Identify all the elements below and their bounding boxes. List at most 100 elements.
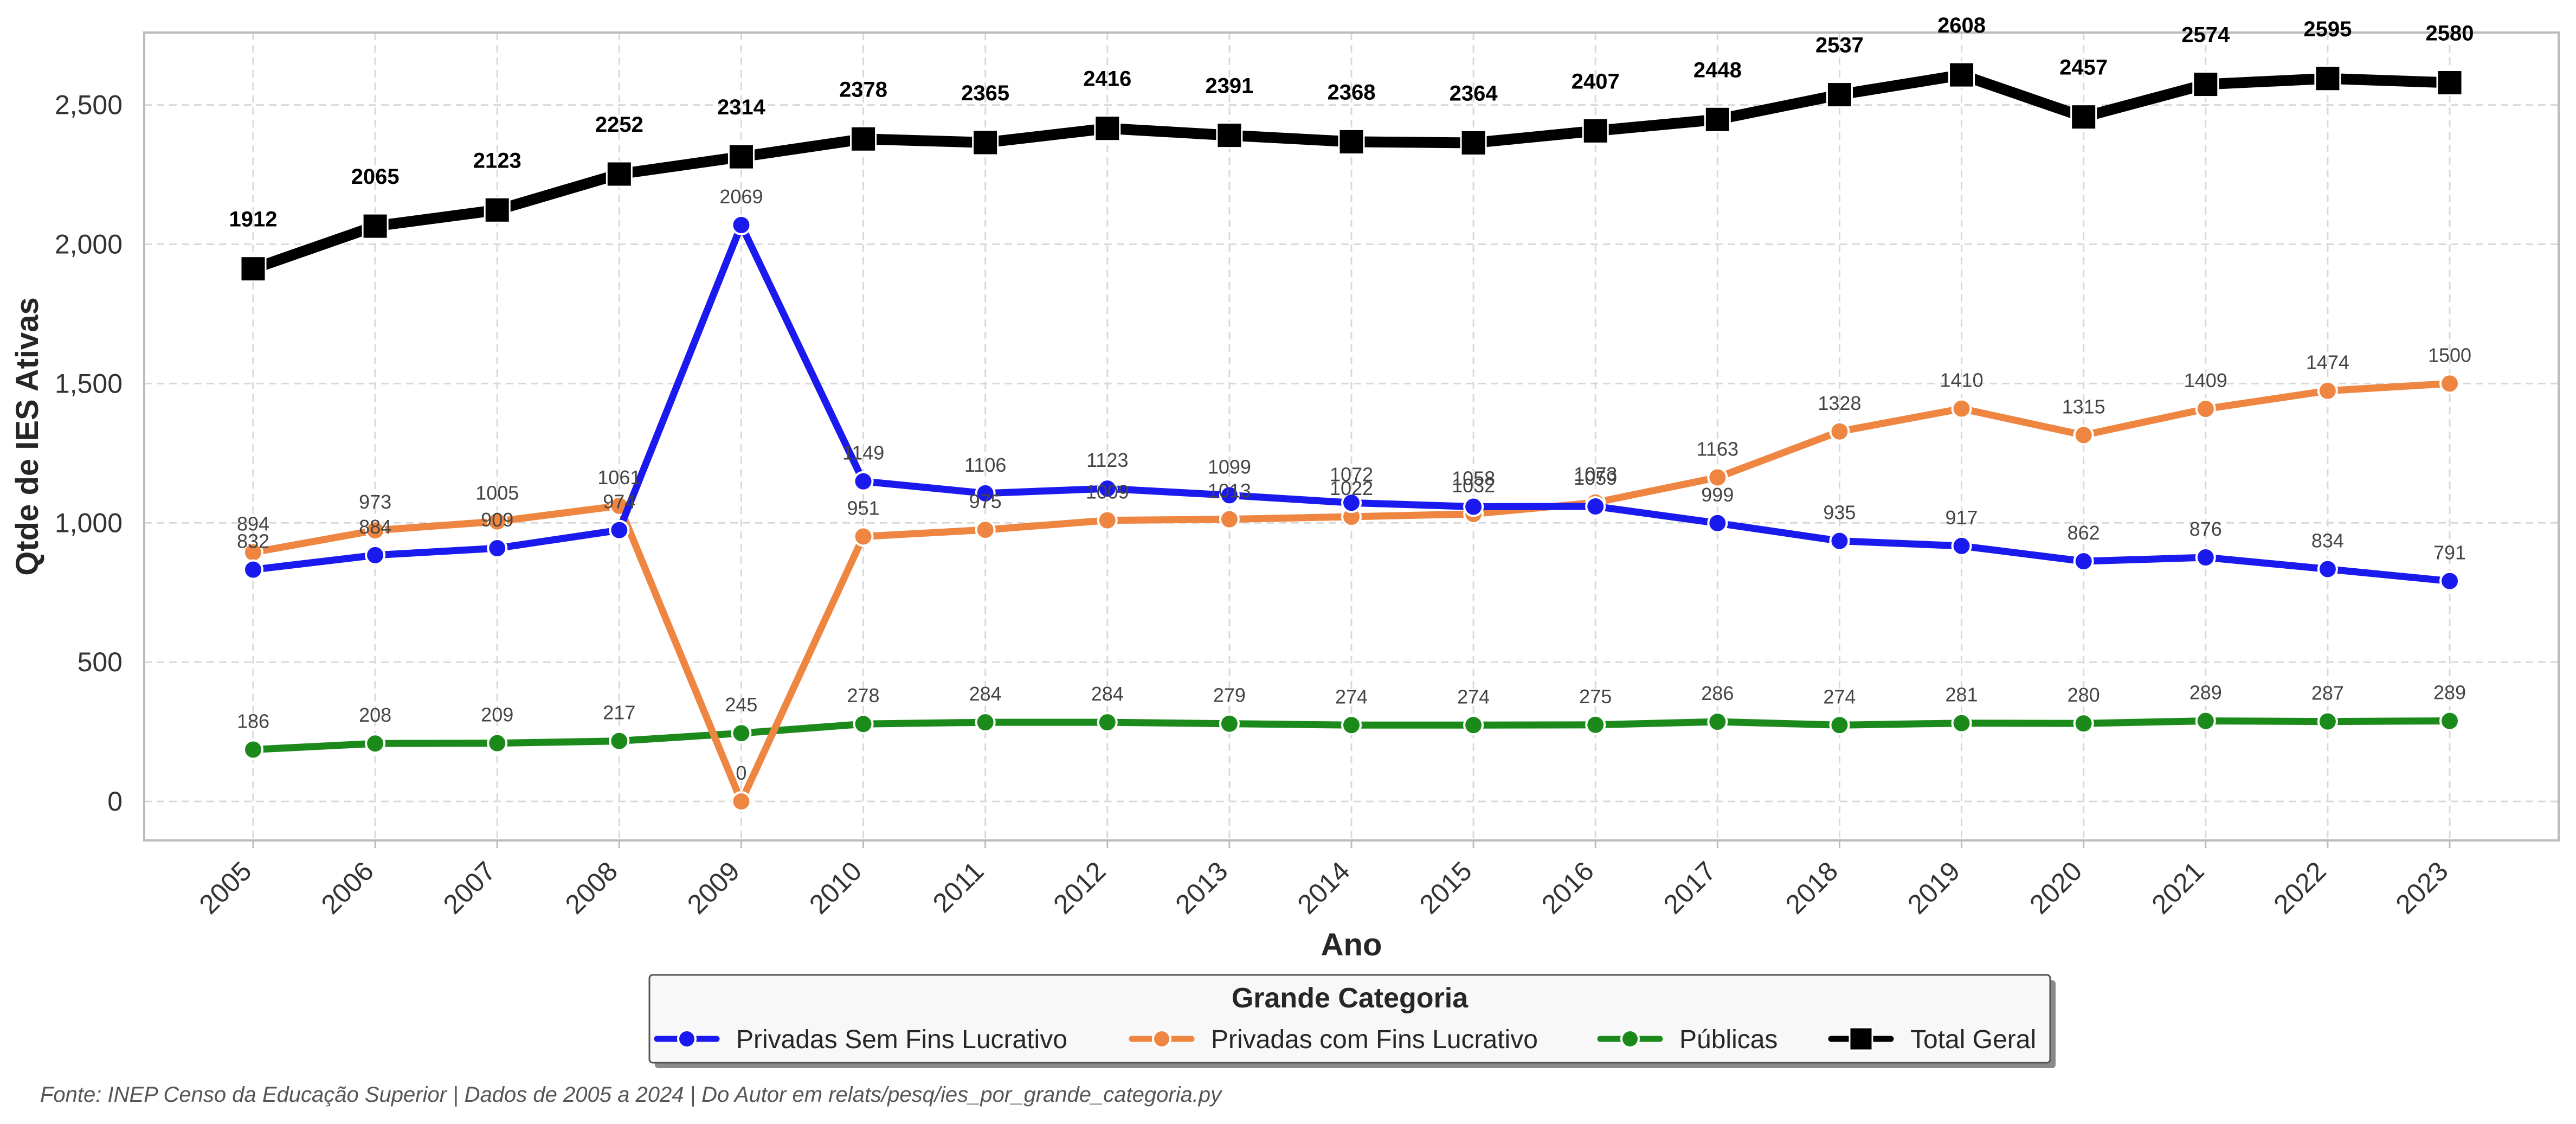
series-2-marker-2017 bbox=[1708, 712, 1727, 731]
x-tick-label-2018: 2018 bbox=[1780, 856, 1844, 920]
series-3-marker-2018 bbox=[1827, 82, 1852, 107]
series-2-marker-2006 bbox=[366, 734, 384, 753]
series-0-marker-2009 bbox=[732, 216, 750, 234]
series-2-value-label-2010: 278 bbox=[847, 684, 880, 706]
series-0-value-label-2012: 1123 bbox=[1086, 449, 1128, 471]
x-tick-label-2023: 2023 bbox=[2390, 856, 2454, 920]
series-2-marker-2015 bbox=[1464, 716, 1483, 734]
series-3-marker-2019 bbox=[1949, 62, 1974, 87]
series-0-value-label-2007: 909 bbox=[481, 509, 513, 531]
series-2-marker-2013 bbox=[1220, 715, 1239, 733]
series-2-value-label-2009: 245 bbox=[725, 693, 757, 716]
series-3-value-label-2007: 2123 bbox=[473, 149, 521, 172]
y-tick-label-0: 0 bbox=[107, 786, 123, 817]
series-3-value-label-2019: 2608 bbox=[1937, 14, 1986, 37]
series-2-marker-2020 bbox=[2075, 714, 2093, 733]
series-2-marker-2007 bbox=[488, 734, 506, 753]
legend-swatch-marker-1 bbox=[1153, 1030, 1170, 1048]
series-3-marker-2011 bbox=[973, 130, 998, 155]
x-tick-label-2014: 2014 bbox=[1292, 856, 1356, 920]
series-1-value-label-2020: 1315 bbox=[2062, 395, 2105, 418]
series-1-value-label-2018: 1328 bbox=[1818, 392, 1861, 414]
series-1-value-label-2023: 1500 bbox=[2428, 344, 2471, 366]
legend-title: Grande Categoria bbox=[1232, 982, 1469, 1014]
series-3-marker-2022 bbox=[2315, 66, 2340, 91]
legend: Grande Categoria Privadas Sem Fins Lucra… bbox=[649, 975, 2056, 1068]
series-0-value-label-2023: 791 bbox=[2433, 542, 2466, 564]
series-3-value-label-2014: 2368 bbox=[1328, 80, 1376, 104]
series-1-marker-2020 bbox=[2075, 426, 2093, 444]
y-axis-title: Qtde de IES Ativas bbox=[10, 297, 45, 576]
x-tick-label-2011: 2011 bbox=[927, 856, 990, 919]
series-0-marker-2022 bbox=[2319, 560, 2337, 579]
series-2-marker-2016 bbox=[1586, 716, 1605, 734]
legend-swatch-marker-2 bbox=[1621, 1030, 1639, 1048]
series-0-marker-2006 bbox=[366, 546, 384, 564]
series-0-line bbox=[253, 225, 2450, 581]
series-2-value-label-2016: 275 bbox=[1579, 685, 1612, 708]
series-1-value-label-2006: 973 bbox=[359, 491, 391, 513]
y-tick-label-1500: 1,500 bbox=[55, 368, 123, 399]
series-3-value-label-2005: 1912 bbox=[229, 208, 278, 232]
series-0-value-label-2020: 862 bbox=[2068, 522, 2100, 544]
series-2-marker-2008 bbox=[610, 732, 628, 750]
series-2-value-label-2018: 274 bbox=[1823, 685, 1856, 708]
series-0-marker-2015 bbox=[1464, 497, 1483, 516]
series-2-value-label-2022: 287 bbox=[2311, 682, 2344, 704]
x-tick-label-2021: 2021 bbox=[2146, 856, 2210, 920]
x-tick-label-2016: 2016 bbox=[1536, 856, 1600, 920]
legend-label-2: Públicas bbox=[1679, 1025, 1778, 1054]
series-0-value-label-2022: 834 bbox=[2311, 530, 2344, 552]
series-2-value-label-2021: 289 bbox=[2189, 682, 2222, 704]
x-tick-label-2008: 2008 bbox=[559, 856, 623, 920]
series-3-marker-2006 bbox=[363, 214, 388, 239]
series-1-marker-2019 bbox=[1953, 400, 1971, 418]
series-2-marker-2012 bbox=[1098, 713, 1117, 731]
series-0-value-label-2015: 1058 bbox=[1452, 467, 1495, 489]
series-2-marker-2021 bbox=[2197, 712, 2215, 730]
series-2-value-label-2014: 274 bbox=[1335, 685, 1368, 708]
series-3-marker-2012 bbox=[1095, 116, 1120, 141]
series-0-marker-2021 bbox=[2197, 548, 2215, 567]
series-3-value-label-2015: 2364 bbox=[1450, 81, 1498, 105]
series-0-marker-2019 bbox=[1953, 537, 1971, 555]
series-2-marker-2023 bbox=[2440, 712, 2459, 730]
series-0-value-label-2021: 876 bbox=[2189, 518, 2222, 540]
series-1-marker-2013 bbox=[1220, 510, 1239, 529]
x-tick-label-2019: 2019 bbox=[1902, 856, 1966, 920]
series-2-value-label-2019: 281 bbox=[1946, 684, 1978, 706]
series-3-marker-2015 bbox=[1461, 130, 1486, 155]
source-note: Fonte: INEP Censo da Educação Superior |… bbox=[40, 1083, 1223, 1107]
series-2-value-label-2017: 286 bbox=[1701, 682, 1734, 704]
series-2-marker-2009 bbox=[732, 724, 750, 742]
series-1-value-label-2008: 1061 bbox=[597, 466, 641, 489]
series-0-value-label-2013: 1099 bbox=[1208, 455, 1251, 478]
series-2-marker-2005 bbox=[244, 741, 262, 759]
series-0-value-label-2006: 884 bbox=[359, 516, 391, 538]
legend-label-0: Privadas Sem Fins Lucrativo bbox=[736, 1025, 1067, 1054]
series-3-value-label-2012: 2416 bbox=[1083, 67, 1131, 91]
y-tick-label-2000: 2,000 bbox=[55, 229, 123, 259]
series-3-value-label-2021: 2574 bbox=[2181, 23, 2230, 47]
x-tick-label-2022: 2022 bbox=[2268, 856, 2332, 920]
series-0-marker-2023 bbox=[2440, 572, 2459, 590]
series-0-marker-2017 bbox=[1708, 514, 1727, 532]
series-0-value-label-2011: 1106 bbox=[964, 454, 1006, 476]
series-3-marker-2008 bbox=[607, 162, 632, 187]
series-3-value-label-2018: 2537 bbox=[1815, 34, 1864, 57]
series-1-marker-2022 bbox=[2319, 382, 2337, 400]
series-0-marker-2007 bbox=[488, 539, 506, 557]
series-3-value-label-2006: 2065 bbox=[351, 165, 400, 189]
x-tick-label-2017: 2017 bbox=[1658, 856, 1722, 920]
series-1-value-label-2021: 1409 bbox=[2184, 369, 2227, 391]
legend-label-1: Privadas com Fins Lucrativo bbox=[1211, 1025, 1538, 1054]
series-1-value-label-2019: 1410 bbox=[1940, 369, 1983, 391]
series-3-value-label-2009: 2314 bbox=[717, 95, 766, 119]
y-tick-label-500: 500 bbox=[78, 647, 123, 677]
series-0-marker-2016 bbox=[1586, 497, 1605, 516]
series-3-marker-2014 bbox=[1339, 129, 1364, 154]
series-3-marker-2009 bbox=[729, 144, 754, 169]
series-0-value-label-2014: 1072 bbox=[1330, 463, 1373, 485]
series-2-value-label-2015: 274 bbox=[1457, 685, 1490, 708]
series-1-marker-2011 bbox=[976, 521, 995, 539]
